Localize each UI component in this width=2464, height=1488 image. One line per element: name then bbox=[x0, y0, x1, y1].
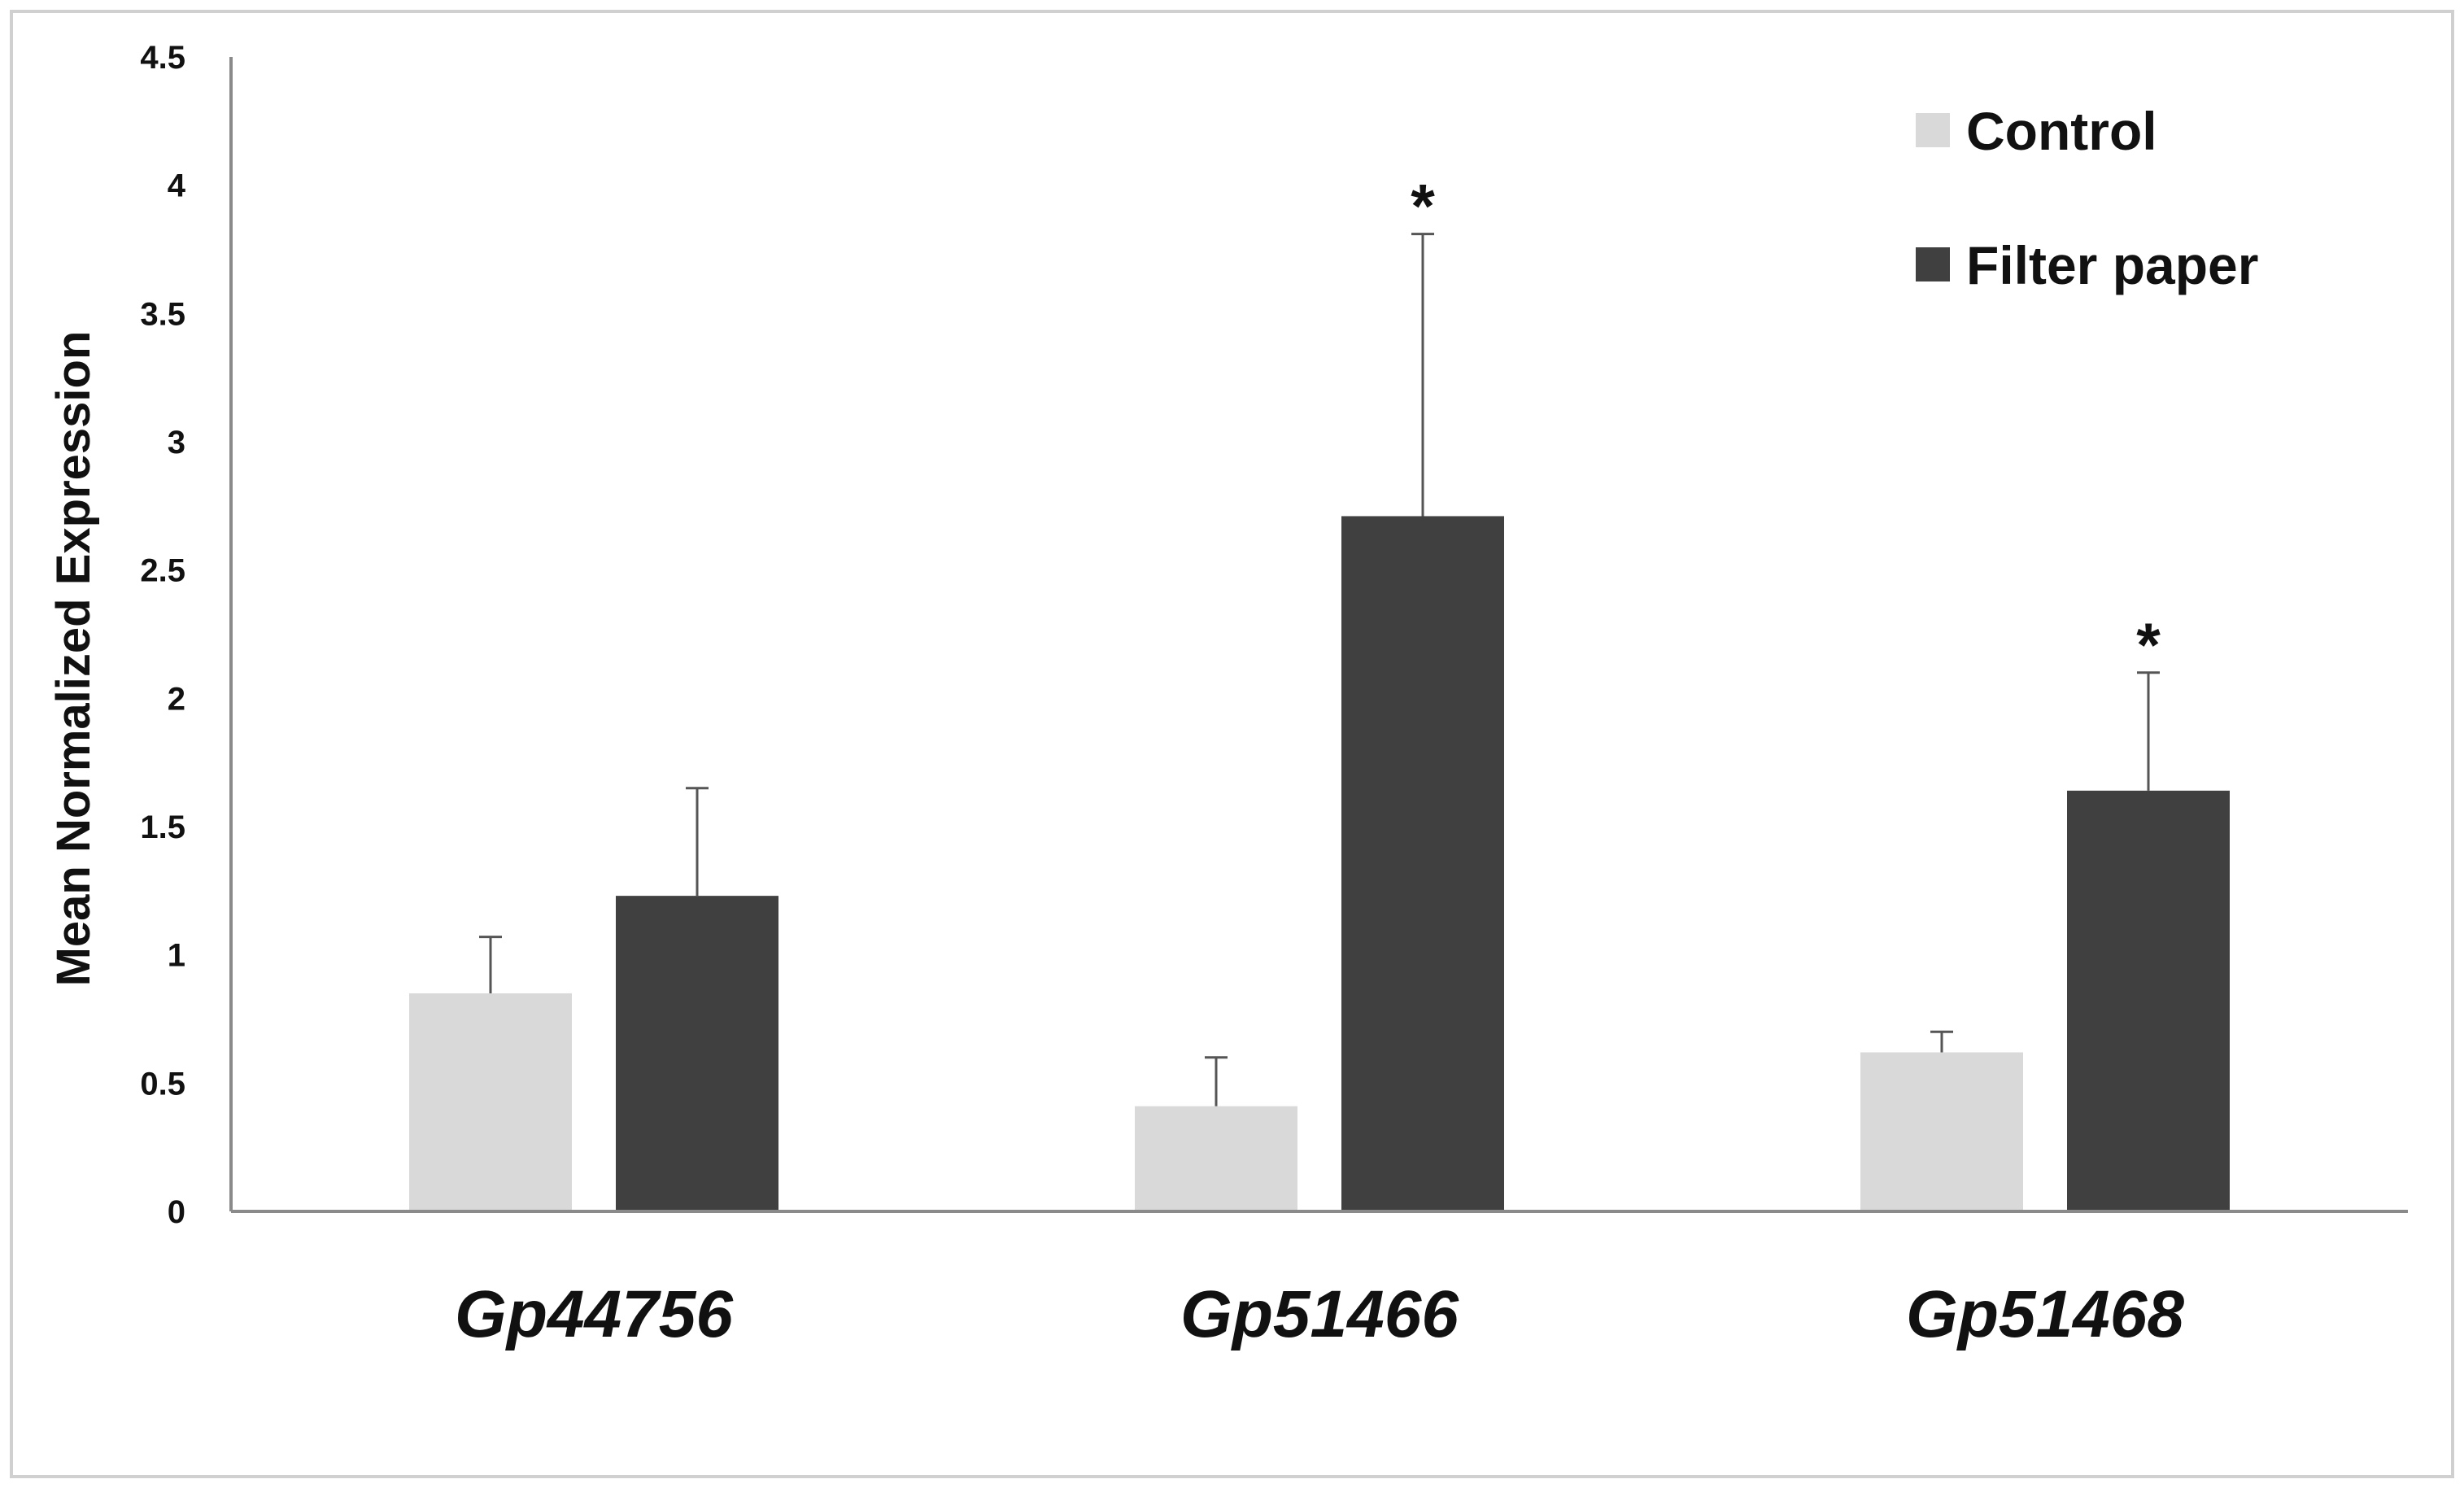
legend-label: Filter paper bbox=[1966, 235, 2258, 295]
chart-frame bbox=[10, 10, 2454, 1478]
y-tick-labels: 0 0.5 1 1.5 2 2.5 3 3.5 4 4.5 bbox=[140, 40, 185, 1230]
bar-control bbox=[1860, 1052, 2023, 1211]
category-label: Gp44756 bbox=[455, 1277, 734, 1351]
y-tick-label: 1 bbox=[168, 938, 185, 974]
y-tick-label: 2.5 bbox=[140, 553, 185, 589]
y-tick-label: 0 bbox=[168, 1194, 185, 1230]
legend-swatch bbox=[1916, 247, 1950, 281]
bar-filter-paper bbox=[2067, 790, 2230, 1211]
category-label: Gp51466 bbox=[1180, 1277, 1459, 1351]
bars-layer bbox=[409, 516, 2230, 1211]
y-tick-label: 3.5 bbox=[140, 296, 185, 332]
legend-swatch bbox=[1916, 113, 1950, 147]
y-tick-label: 0.5 bbox=[140, 1066, 185, 1102]
y-tick-label: 4 bbox=[168, 168, 186, 204]
y-tick-label: 3 bbox=[168, 425, 185, 460]
y-axis-title: Mean Normalized Expression bbox=[47, 331, 100, 987]
y-tick-label: 2 bbox=[168, 681, 185, 717]
y-tick-label: 1.5 bbox=[140, 809, 185, 845]
significance-asterisk: * bbox=[1411, 172, 1435, 242]
bar-filter-paper bbox=[616, 896, 778, 1211]
legend-label: Control bbox=[1966, 101, 2157, 161]
category-label: Gp51468 bbox=[1906, 1277, 2184, 1351]
bar-control bbox=[1135, 1106, 1297, 1211]
legend: Control Filter paper bbox=[1916, 101, 2258, 295]
bar-control bbox=[409, 993, 572, 1211]
significance-asterisk: * bbox=[2136, 611, 2161, 680]
y-tick-label: 4.5 bbox=[140, 40, 185, 76]
significance-markers: ** bbox=[1411, 172, 2161, 680]
category-labels: Gp44756 Gp51466 Gp51468 bbox=[455, 1277, 2184, 1351]
bar-filter-paper bbox=[1341, 516, 1504, 1211]
error-bars-layer bbox=[479, 233, 2160, 1106]
